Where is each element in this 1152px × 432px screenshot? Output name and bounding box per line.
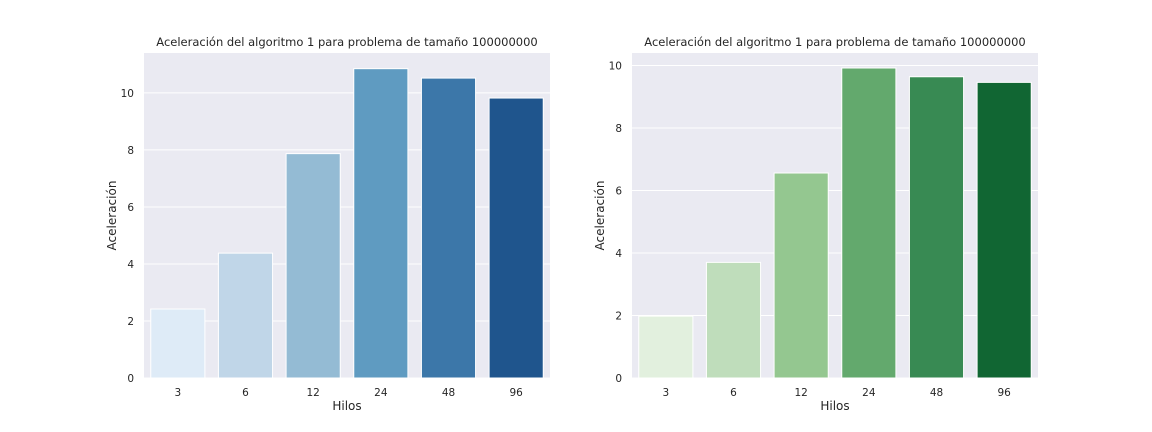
- bar-12: [285, 153, 341, 379]
- bar-96: [976, 81, 1032, 379]
- x-tick-label: 6: [730, 387, 737, 399]
- x-tick-label: 12: [794, 387, 807, 399]
- y-tick-labels: 0 2 4 6 8 10: [121, 88, 135, 385]
- bar-6: [217, 252, 274, 379]
- bar-48: [908, 76, 965, 379]
- y-tick-label: 2: [127, 316, 134, 328]
- bar-24: [353, 68, 409, 379]
- bar-12: [773, 172, 829, 379]
- x-axis-label: Hilos: [332, 399, 361, 413]
- y-tick-label: 8: [615, 123, 622, 135]
- x-tick-label: 24: [862, 387, 876, 399]
- plot-area: [632, 53, 1038, 378]
- chart-title: Aceleración del algoritmo 1 para problem…: [644, 35, 1025, 49]
- chart-title: Aceleración del algoritmo 1 para problem…: [156, 35, 537, 49]
- y-tick-label: 6: [127, 202, 134, 214]
- bar-6: [705, 261, 762, 379]
- y-axis-label: Aceleración: [593, 181, 607, 251]
- bar-48: [420, 77, 477, 379]
- x-tick-label: 48: [442, 387, 455, 399]
- x-tick-label: 12: [306, 387, 319, 399]
- x-tick-labels: 3 6 12 24 48 96: [174, 387, 523, 399]
- y-tick-label: 8: [127, 145, 134, 157]
- y-tick-labels: 0 2 4 6 8 10: [609, 61, 623, 386]
- x-tick-label: 6: [242, 387, 249, 399]
- y-tick-label: 4: [615, 248, 622, 260]
- x-tick-label: 96: [509, 387, 523, 399]
- y-tick-label: 6: [615, 186, 622, 198]
- y-tick-label: 10: [121, 88, 134, 100]
- plot-area: [144, 53, 550, 378]
- x-tick-label: 3: [662, 387, 669, 399]
- x-tick-label: 48: [930, 387, 943, 399]
- x-tick-label: 96: [997, 387, 1011, 399]
- y-tick-label: 0: [615, 373, 622, 385]
- x-tick-label: 3: [174, 387, 181, 399]
- bar-3: [638, 315, 694, 379]
- y-tick-label: 2: [615, 311, 622, 323]
- y-grid: [632, 65, 1038, 379]
- bars: [150, 68, 544, 379]
- y-axis-label: Aceleración: [105, 181, 119, 251]
- y-tick-label: 10: [609, 61, 622, 73]
- y-grid: [144, 92, 550, 379]
- bar-3: [150, 308, 206, 379]
- bar-24: [841, 67, 897, 379]
- x-tick-labels: 3 6 12 24 48 96: [662, 387, 1011, 399]
- y-tick-label: 0: [127, 373, 134, 385]
- bars: [638, 67, 1032, 379]
- x-axis-label: Hilos: [820, 399, 849, 413]
- y-tick-label: 4: [127, 259, 134, 271]
- x-tick-label: 24: [374, 387, 388, 399]
- bar-96: [488, 97, 544, 379]
